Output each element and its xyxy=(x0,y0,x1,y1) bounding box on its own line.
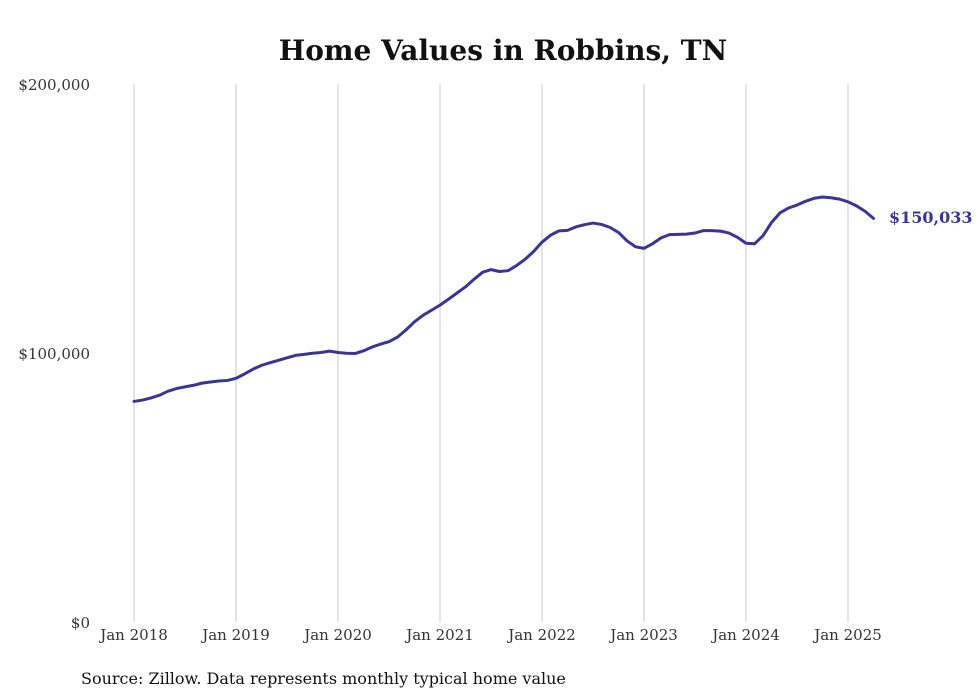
x-tick-label: Jan 2019 xyxy=(200,626,270,644)
x-tick-label: Jan 2023 xyxy=(608,626,678,644)
home-value-line xyxy=(132,195,875,403)
x-tick-label: Jan 2021 xyxy=(404,626,474,644)
x-tick-label: Jan 2025 xyxy=(812,626,882,644)
y-tick-label: $0 xyxy=(71,614,90,632)
latest-value-label: $150,033 xyxy=(889,208,973,227)
x-tick-label: Jan 2024 xyxy=(710,626,780,644)
x-tick-label: Jan 2022 xyxy=(506,626,576,644)
chart-title: Home Values in Robbins, TN xyxy=(279,34,727,67)
x-tick-label: Jan 2020 xyxy=(302,626,372,644)
y-axis-ticks: $0 $100,000 $200,000 xyxy=(18,76,90,632)
y-tick-label: $100,000 xyxy=(18,345,90,363)
x-tick-label: Jan 2018 xyxy=(98,626,168,644)
source-note: Source: Zillow. Data represents monthly … xyxy=(81,669,566,688)
x-axis-ticks: Jan 2018 Jan 2019 Jan 2020 Jan 2021 Jan 2022… xyxy=(98,626,882,644)
y-tick-label: $200,000 xyxy=(18,76,90,94)
grid-lines xyxy=(133,84,849,622)
